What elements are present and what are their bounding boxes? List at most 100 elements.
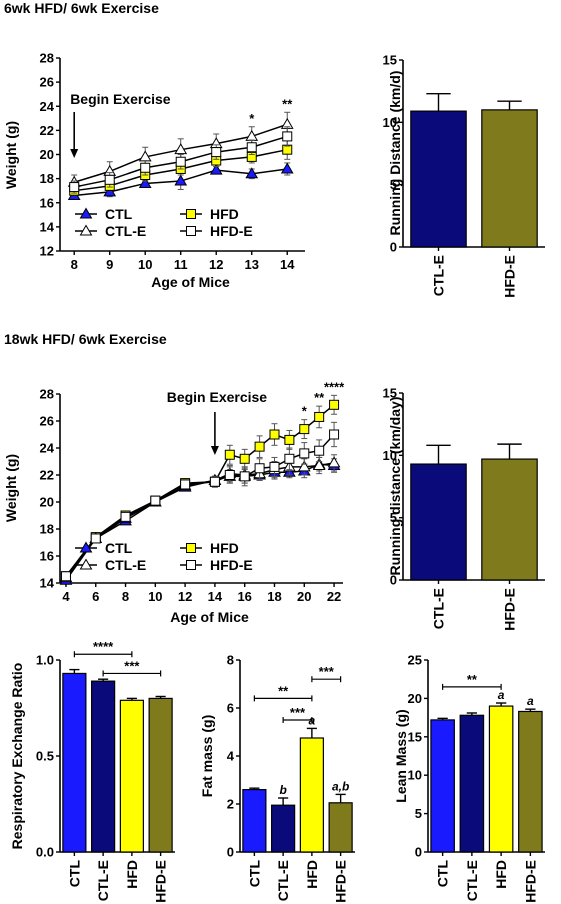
data-point [297,460,311,472]
y-tick-label: 5 [390,177,397,192]
legend-label: HFD-E [210,557,253,573]
legend-item-ctl: CTL [75,206,133,222]
x-tick-label: HFD [124,860,140,889]
data-point [284,453,295,464]
significance-bracket: *** [311,664,342,683]
data-point [90,533,101,544]
x-tick-label: HFD-E [153,860,169,903]
bar-hfd: HFD [119,697,144,889]
panel-g: 0 5 10 15 20 25 Lean Mass (g) CTL CTL-E HFD HFD-E *… [393,653,545,903]
x-tick-label: CTL-E [275,860,291,901]
y-tick-label: 28 [40,387,54,402]
significance-mark: ** [282,96,293,111]
bar-hfd: HFD [488,702,514,889]
x-axis-label: Age of Mice [170,609,249,625]
bar-hfd-e: HFD-E [328,793,353,903]
y-tick-label: 10 [408,768,422,783]
data-point [329,399,340,410]
bar [299,737,324,853]
x-tick-label: 12 [209,257,223,272]
y-tick-label: 25 [408,653,422,668]
y-tick-label: 0 [390,573,397,588]
x-tick-label: 8 [71,257,78,272]
legend-label: CTL [105,540,133,556]
bar-ctl-e: CTL-E [410,444,467,629]
y-tick-label: 15 [408,729,422,744]
x-tick-label: 22 [327,589,341,604]
x-tick-label: CTL-E [95,860,111,901]
data-point [175,156,186,167]
x-tick-label: HFD-E [522,860,538,903]
y-tick-label: 22 [40,468,54,483]
legend-marker [186,543,196,553]
bar [430,719,455,853]
data-point [60,571,71,582]
legend-marker [79,207,93,219]
significance-mark: **** [324,379,345,394]
y-axis-label: Fat mass (g) [199,715,215,797]
y-axis-label: Lean Mass (g) [393,709,409,802]
data-point [174,143,188,155]
y-tick-label: 18 [40,522,54,537]
data-point [209,163,223,175]
bar [148,697,173,853]
data-point [254,441,265,452]
bracket-label: ** [278,683,289,698]
y-axis-label: Running distance (km/day) [387,397,403,576]
bar-hfd-e: HFD-E [148,695,173,903]
bar [488,705,514,853]
bar [481,458,538,581]
legend-item-hfd-e: HFD-E [180,557,253,573]
bar [518,710,543,853]
data-point [120,511,131,522]
section-title-middle: 18wk HFD/ 6wk Exercise [4,331,167,347]
x-tick-label: 20 [297,589,311,604]
bar-ctl-e: CTL-E [271,797,296,901]
data-point [282,131,293,142]
data-point [269,461,280,472]
data-point [174,174,188,186]
legend-marker [186,226,196,236]
x-tick-label: 6 [92,589,99,604]
x-tick-label: CTL-E [431,588,447,629]
bar-annotation: a,b [332,779,349,793]
y-axis-label: Weight (g) [3,121,19,189]
y-tick-label: 14 [40,219,55,234]
bar-annotation: a [527,694,534,708]
data-point [314,445,325,456]
data-point [280,162,294,174]
bar-hfd: HFD [299,727,324,889]
bar [119,699,144,853]
bar [62,672,87,853]
y-tick-label: 0 [227,845,234,860]
data-point [299,424,310,435]
data-point [254,463,265,474]
data-point [209,476,220,487]
legend-item-hfd: HFD [180,206,239,222]
significance-mark: * [249,111,255,126]
legend: CTL HFD CTL-E HFD-E [75,540,253,573]
x-axis-label: Age of Mice [151,274,230,290]
y-tick-label: 16 [40,549,54,564]
y-axis-label: Respiratory Exchange Ratio [9,663,25,850]
data-point [69,182,80,193]
y-tick-label: 0 [390,240,397,255]
legend-label: HFD [210,206,239,222]
x-tick-label: 10 [148,589,162,604]
series-hfd-e [60,421,340,582]
legend: CTL HFD CTL-E HFD-E [75,206,253,239]
y-tick-label: 20 [40,495,54,510]
data-point [211,147,222,158]
y-tick-label: 24 [40,99,55,114]
data-point [299,448,310,459]
data-point [269,429,280,440]
x-tick-label: CTL [246,860,262,888]
series-hfd-e [69,126,293,194]
significance-mark: * [302,404,308,419]
bar-ctl-e: CTL-E [91,678,116,901]
y-tick-label: 2 [227,797,234,812]
data-point [239,471,250,482]
x-tick-label: 13 [245,257,259,272]
y-tick-label: 18 [40,171,54,186]
